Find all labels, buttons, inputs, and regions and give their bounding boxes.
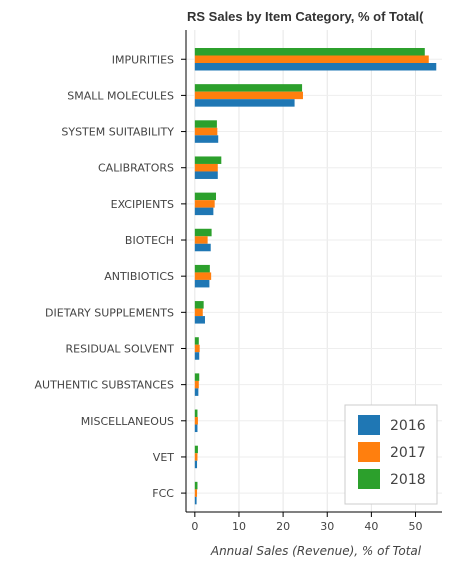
legend-label: 2017: [390, 445, 426, 461]
category-label: SMALL MOLECULES: [67, 89, 174, 102]
x-axis-label: Annual Sales (Revenue), % of Total: [210, 544, 422, 558]
bar-2016: [194, 279, 210, 288]
x-tick-label: 10: [232, 520, 246, 533]
x-tick-label: 30: [320, 520, 334, 533]
bar-2016: [194, 243, 211, 252]
bar-2016: [194, 135, 219, 143]
category-label: MISCELLANEOUS: [81, 415, 174, 428]
bar-2017: [194, 344, 200, 353]
category-label: IMPURITIES: [112, 53, 174, 66]
category-label: SYSTEM SUITABILITY: [61, 126, 174, 139]
bar-2016: [194, 460, 198, 469]
bar-2018: [194, 48, 425, 56]
grid-lines: [186, 30, 442, 512]
bar-2018: [194, 481, 198, 490]
bar-2018: [194, 409, 198, 418]
legend-swatch-2016: [358, 415, 380, 435]
bar-2017: [194, 308, 203, 317]
category-labels: IMPURITIES SMALL MOLECULES SYSTEM SUITABIL…: [35, 53, 186, 500]
bar-2016: [194, 171, 218, 179]
category-label: AUTHENTIC SUBSTANCES: [35, 379, 175, 392]
bar-2018: [194, 192, 217, 201]
bar-2017: [194, 163, 218, 172]
bar-2018: [194, 301, 204, 309]
legend: 2016 2017 2018: [344, 404, 438, 505]
chart-title: RS Sales by Item Category, % of Total(: [187, 9, 424, 24]
legend-label: 2016: [390, 418, 426, 434]
bar-2016: [194, 496, 197, 505]
bar-2018: [194, 156, 222, 164]
bar-2016: [194, 424, 198, 433]
bar-2018: [194, 84, 303, 92]
bar-2017: [194, 127, 218, 136]
x-tick-label: 0: [191, 520, 198, 533]
bar-2017: [194, 55, 429, 63]
category-label: VET: [153, 451, 174, 464]
x-tick-label: 50: [409, 520, 423, 533]
category-label: CALIBRATORS: [98, 162, 174, 175]
bar-2016: [194, 99, 295, 107]
category-label: EXCIPIENTS: [111, 198, 174, 211]
x-tick-label: 20: [276, 520, 290, 533]
bar-2016: [194, 63, 437, 71]
bar-2018: [194, 337, 199, 345]
bar-2018: [194, 373, 200, 381]
bar-2016: [194, 388, 199, 396]
legend-label: 2018: [390, 472, 426, 488]
category-label: DIETARY SUPPLEMENTS: [45, 306, 174, 319]
category-label: ANTIBIOTICS: [104, 270, 174, 283]
category-label: RESIDUAL SOLVENT: [66, 342, 175, 355]
bar-2018: [194, 264, 210, 273]
bar-2016: [194, 352, 200, 360]
bar-2017: [194, 380, 199, 389]
x-tick-label: 40: [364, 520, 378, 533]
category-label: BIOTECH: [125, 234, 174, 247]
bar-2017: [194, 272, 212, 280]
bar-2016: [194, 207, 214, 216]
x-ticks: 0 10 20 30 40 50: [191, 512, 423, 533]
bar-2017: [194, 489, 198, 497]
category-label: FCC: [152, 487, 174, 500]
bar-2018: [194, 445, 198, 454]
bar-2017: [194, 91, 303, 100]
bar-2017: [194, 200, 215, 208]
bar-2017: [194, 236, 208, 244]
bars: [194, 48, 437, 505]
bar-2017: [194, 453, 198, 461]
bar-2018: [194, 120, 217, 128]
legend-swatch-2017: [358, 442, 380, 462]
legend-swatch-2018: [358, 469, 380, 489]
bar-2017: [194, 417, 198, 425]
bar-2018: [194, 228, 212, 237]
bar-2016: [194, 316, 205, 324]
